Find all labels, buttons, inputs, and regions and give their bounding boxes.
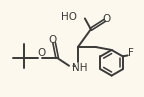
Text: F: F bbox=[128, 48, 134, 58]
Text: O: O bbox=[48, 35, 56, 45]
Text: HO: HO bbox=[61, 12, 77, 22]
Text: O: O bbox=[37, 48, 45, 58]
Text: O: O bbox=[103, 14, 111, 24]
Text: NH: NH bbox=[72, 63, 88, 73]
